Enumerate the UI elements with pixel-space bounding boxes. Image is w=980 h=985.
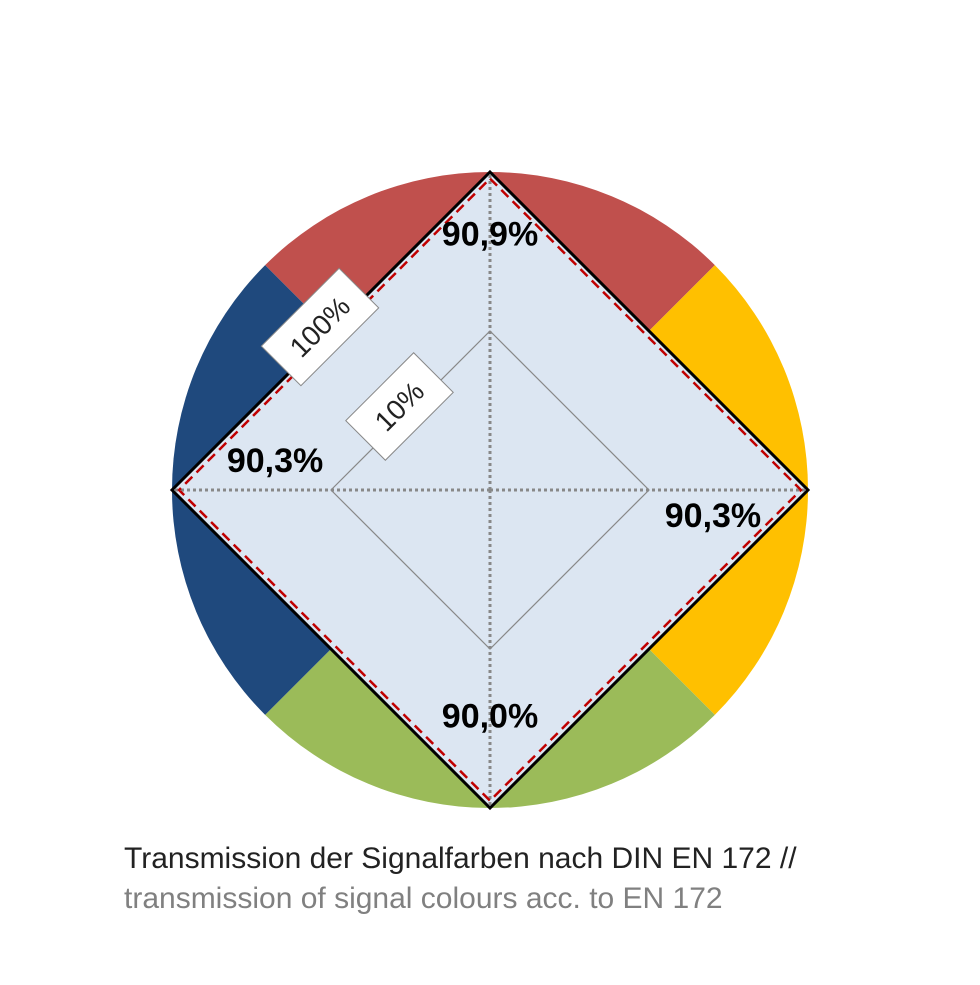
chart-subtitle: transmission of signal colours acc. to E… xyxy=(124,882,723,915)
chart-title: Transmission der Signalfarben nach DIN E… xyxy=(124,842,797,875)
series-line xyxy=(177,176,803,803)
value-label: 90,9% xyxy=(442,216,538,254)
tick-box xyxy=(260,267,380,387)
value-label: 90,0% xyxy=(442,698,538,736)
grid-ring xyxy=(169,169,811,811)
value-label: 90,3% xyxy=(227,442,323,480)
tick-box xyxy=(345,352,454,461)
value-label: 90,3% xyxy=(665,497,761,535)
